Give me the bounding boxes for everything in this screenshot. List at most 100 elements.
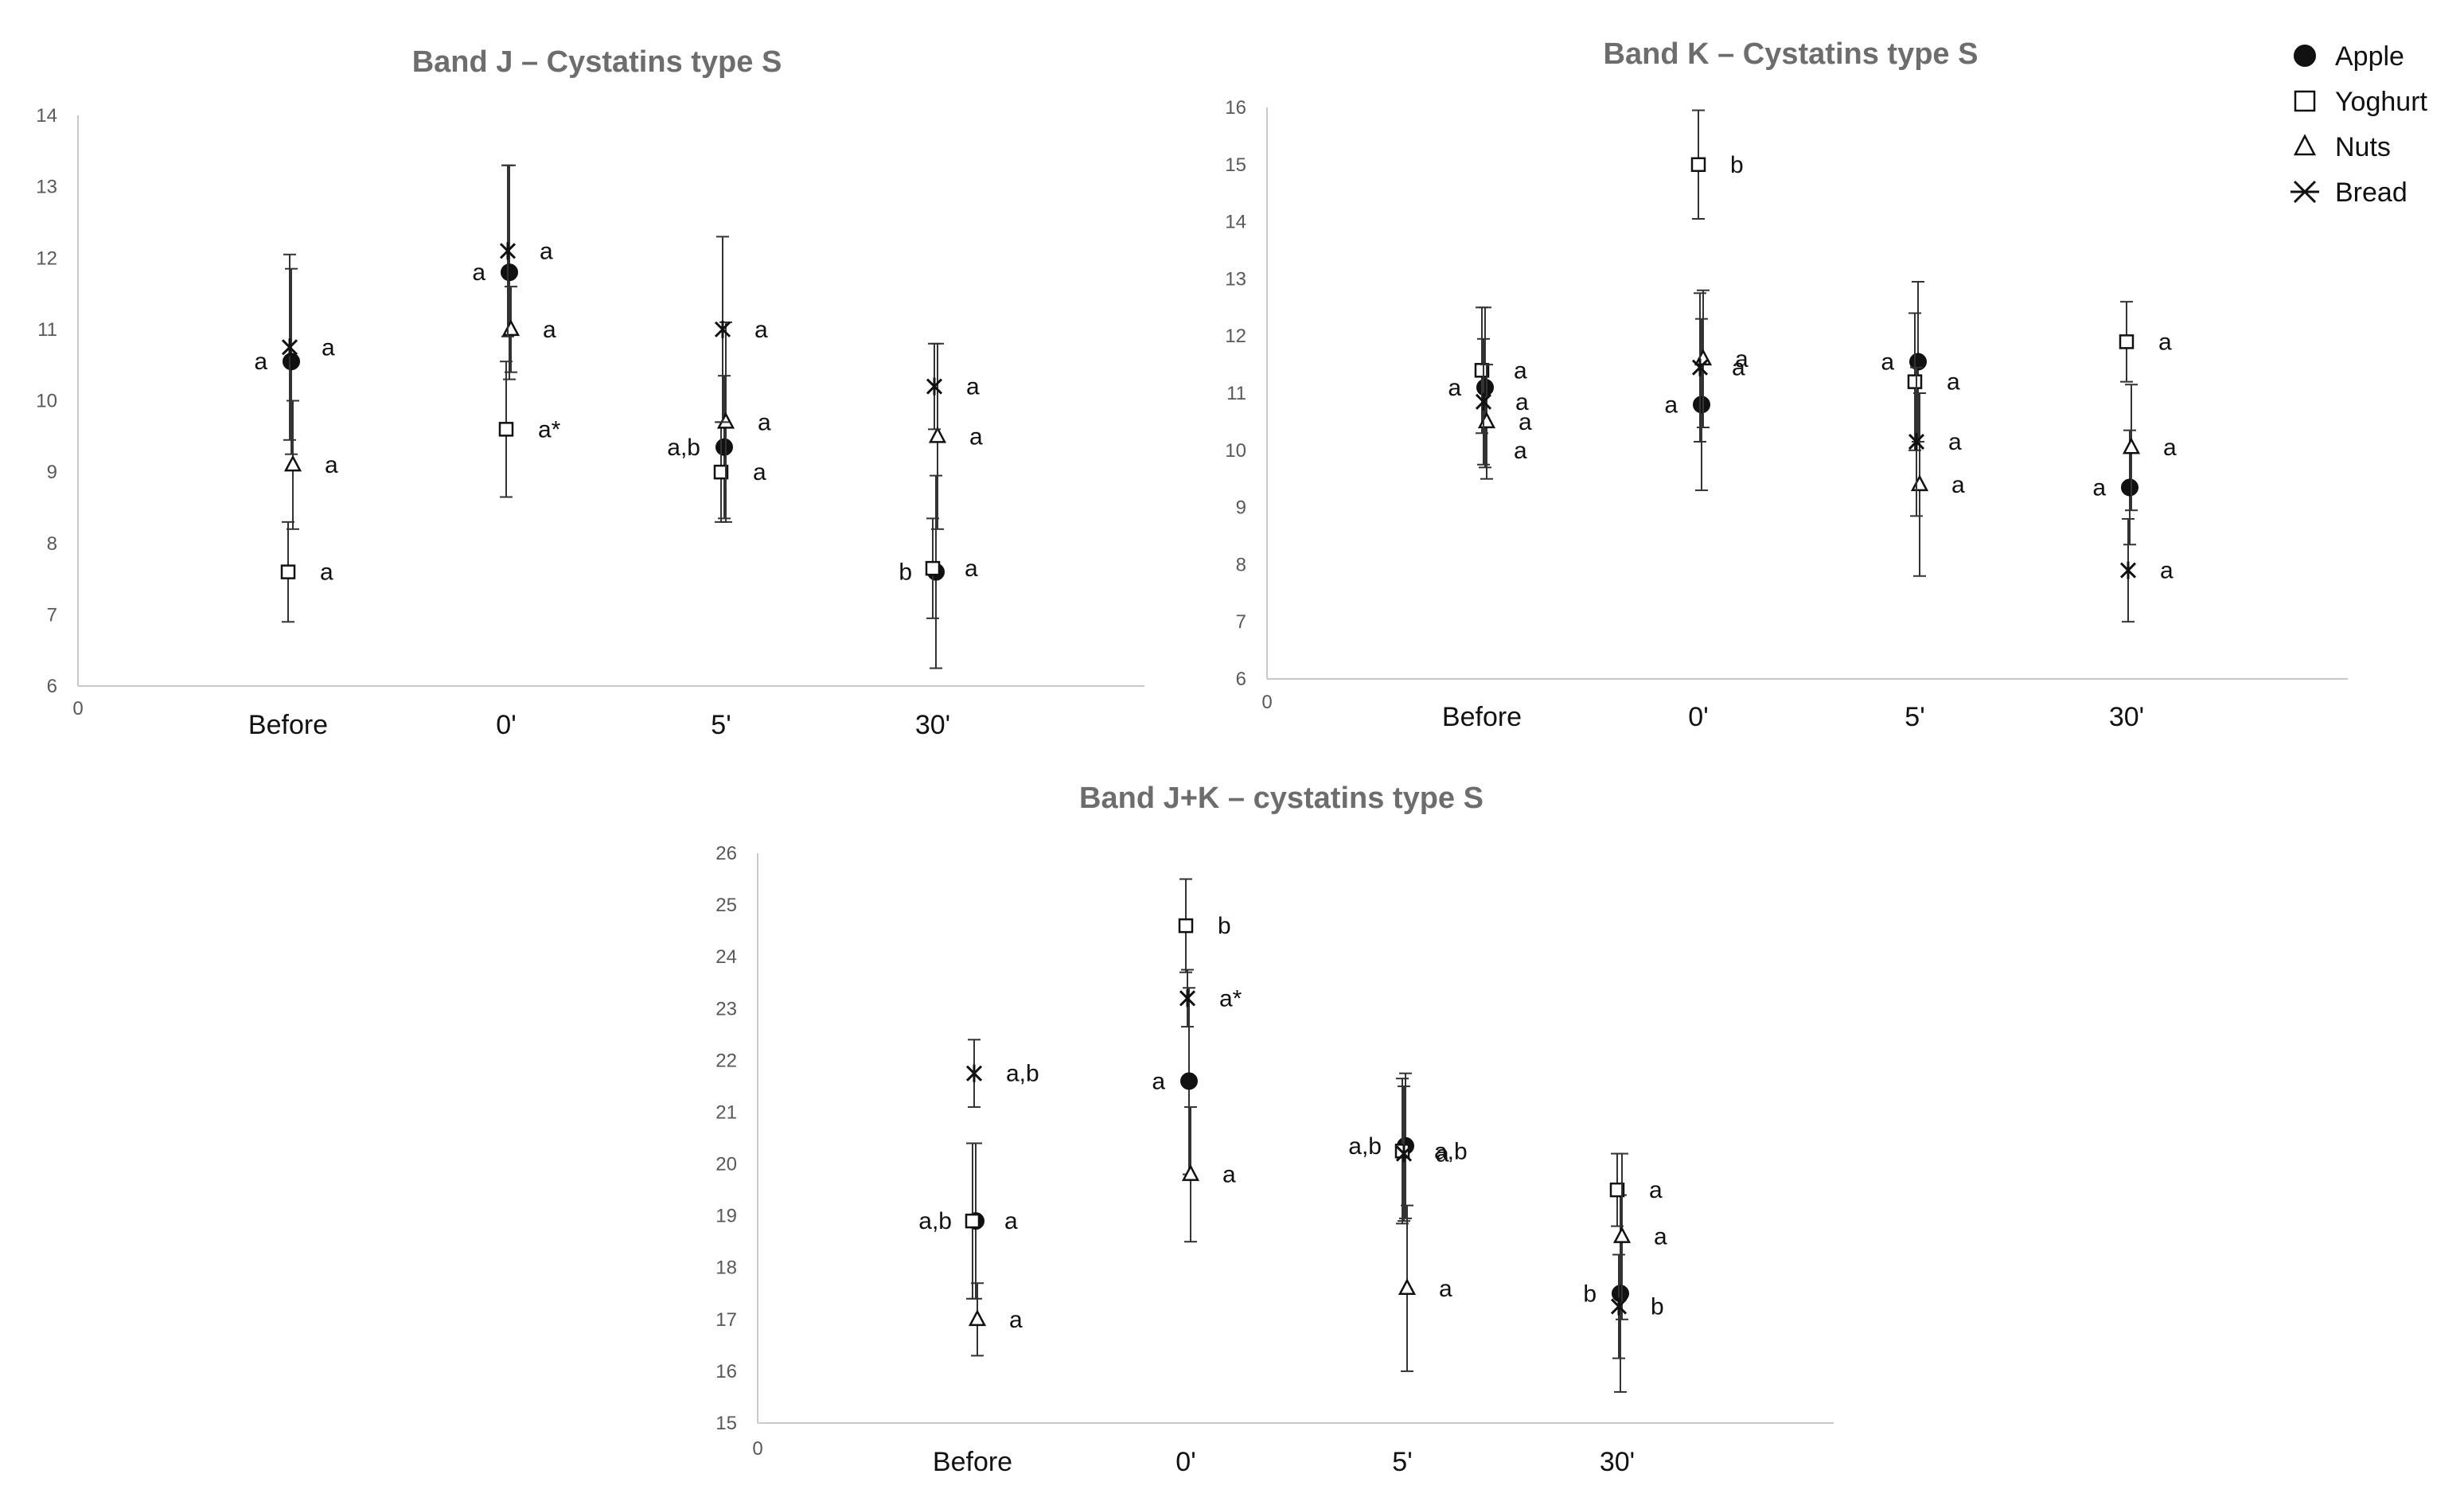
data-point-nuts (1398, 1278, 1417, 1296)
significance-label: a (758, 409, 771, 435)
legend-item-apple: Apple (2294, 41, 2404, 72)
y-tick-label: 13 (36, 177, 57, 198)
chart-band-jk: Band J+K – cystatins type S 15 16 17 18 19 20 2… (715, 782, 1834, 1477)
data-point-bread (1691, 358, 1709, 376)
y-tick-label: 15 (1225, 154, 1246, 176)
data-point-apple (283, 353, 300, 371)
significance-label: a (1004, 1208, 1018, 1234)
significance-label: a (2158, 329, 2172, 355)
y-tick-label: 10 (1225, 440, 1246, 462)
series-apple: aaa,bb (254, 164, 945, 669)
significance-label: a (2160, 558, 2174, 584)
significance-label: a (543, 317, 556, 343)
x-tick-label: 0' (1175, 1447, 1195, 1477)
y-tick-label: 9 (1236, 497, 1246, 519)
y-tick-label: 26 (715, 843, 737, 864)
data-point-bread (1475, 392, 1492, 411)
data-point-bread (1395, 1144, 1413, 1163)
data-point-yoghurt (965, 1213, 981, 1229)
series-bread: a,b a* a b (965, 969, 1664, 1359)
data-point-nuts (1612, 1226, 1632, 1243)
data-point-yoghurt (1609, 1182, 1625, 1198)
x-tick-label: 30' (1600, 1447, 1635, 1477)
legend-label: Yoghurt (2335, 87, 2428, 117)
series-nuts: a a a a (968, 1105, 1667, 1372)
y-tick-label: 9 (47, 462, 57, 483)
chart-title: Band K – Cystatins type S (1604, 37, 1979, 71)
origin-label: 0 (752, 1438, 762, 1460)
significance-label: a (1448, 375, 1461, 401)
legend-marker-icon (2294, 45, 2316, 67)
data-point-bread (2119, 561, 2137, 579)
data-point-bread (1610, 1297, 1628, 1316)
significance-label: a (1439, 1276, 1452, 1302)
significance-label: a (1222, 1162, 1236, 1188)
significance-label: a* (538, 416, 561, 443)
y-tick-label: 6 (1236, 669, 1246, 690)
data-point-apple (1180, 1072, 1198, 1090)
x-tick-label: 5' (1905, 702, 1924, 732)
y-tick-label: 11 (1226, 383, 1246, 404)
data-point-apple (1476, 378, 1494, 396)
y-tick-label: 14 (1225, 212, 1246, 233)
data-point-nuts (1910, 474, 1929, 492)
x-tick-label: 30' (2109, 702, 2144, 732)
data-point-nuts (1694, 349, 1713, 366)
y-tick-label: 19 (715, 1206, 737, 1227)
x-tick-label: 5' (1392, 1447, 1412, 1477)
data-point-yoghurt (1907, 374, 1923, 389)
y-tick-label: 24 (715, 946, 737, 968)
data-point-bread (965, 1064, 983, 1082)
data-point-apple (2121, 478, 2138, 497)
significance-label: a,b (1348, 1133, 1382, 1160)
significance-label: a,b (918, 1208, 952, 1234)
x-tick-label: 0' (496, 710, 516, 740)
y-tick-label: 20 (715, 1154, 737, 1176)
chart-title: Band J+K – cystatins type S (1079, 782, 1483, 815)
data-point-nuts (2122, 437, 2141, 454)
significance-label: a (1881, 349, 1894, 376)
legend-label: Bread (2335, 177, 2407, 208)
significance-label: a (1664, 392, 1678, 418)
significance-label: a (540, 238, 553, 264)
significance-label: a (1436, 1141, 1449, 1168)
y-tick-label: 12 (1225, 326, 1246, 347)
significance-label: a (1735, 346, 1749, 372)
y-tick-label: 16 (715, 1361, 737, 1382)
significance-label: a,b (667, 435, 700, 461)
significance-label: a,b (1006, 1061, 1039, 1087)
x-tick-label: 5' (711, 710, 731, 740)
data-point-nuts (283, 454, 302, 472)
data-point-apple (501, 263, 518, 282)
data-point-bread (499, 242, 517, 260)
significance-label: a (1519, 409, 1532, 435)
x-tick-label: Before (1442, 702, 1522, 732)
y-tick-label: 10 (36, 391, 57, 412)
y-tick-label: 12 (36, 248, 57, 269)
significance-label: a,b (1434, 1138, 1468, 1164)
y-tick-label: 11 (37, 319, 57, 341)
data-point-bread (714, 320, 731, 338)
x-tick-label: 0' (1688, 702, 1708, 732)
x-tick-label: 30' (915, 710, 950, 740)
data-point-yoghurt (498, 422, 514, 437)
significance-label: a (1654, 1224, 1667, 1250)
x-tick-label: Before (248, 710, 328, 740)
origin-label: 0 (72, 698, 83, 719)
legend-marker-icon (2294, 90, 2316, 112)
data-point-bread (281, 338, 298, 357)
chart-band-j: Band J – Cystatins type S 6 7 8 9 10 11 12 13 14 0… (36, 45, 1144, 740)
y-tick-label: 21 (715, 1101, 737, 1123)
y-tick-label: 25 (715, 895, 737, 916)
significance-label: a (325, 452, 338, 478)
y-tick-label: 22 (715, 1050, 737, 1071)
significance-label: a (1152, 1068, 1165, 1094)
significance-label: a (1951, 472, 1965, 498)
significance-label: a (1514, 357, 1527, 384)
data-point-nuts (1181, 1164, 1200, 1181)
significance-label: b (1583, 1281, 1597, 1307)
legend-item-nuts: Nuts (2293, 132, 2391, 162)
